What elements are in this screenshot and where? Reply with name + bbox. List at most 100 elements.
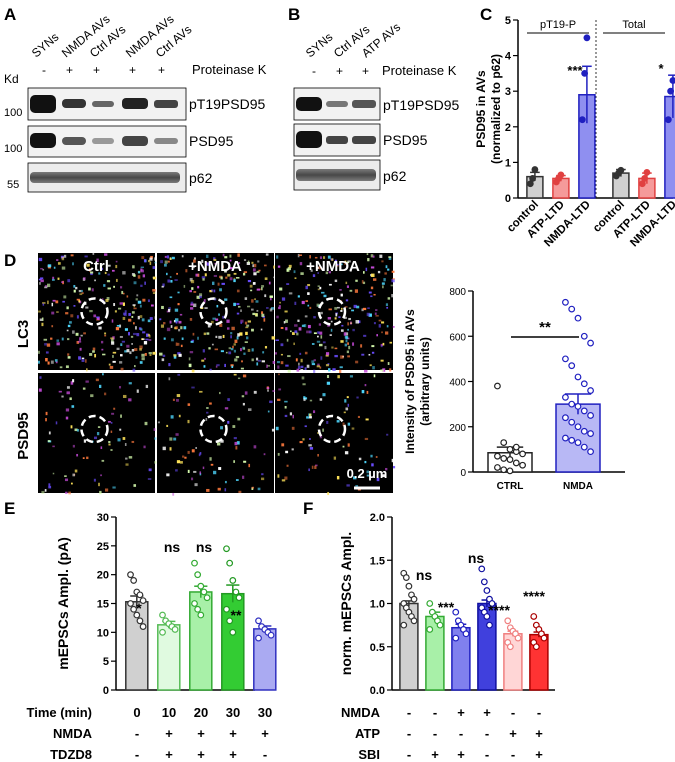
fluorescent-puncta [115, 260, 118, 263]
data-point [159, 628, 166, 636]
sig-marker: ns [196, 539, 213, 555]
proteinase-sign: + [93, 63, 100, 77]
fluorescent-puncta [313, 332, 317, 335]
proteinase-sign: + [158, 63, 165, 77]
fluorescent-puncta [131, 311, 135, 314]
fluorescent-puncta [385, 303, 389, 306]
fluorescent-puncta [343, 332, 347, 336]
group-label-total: Total [622, 19, 645, 31]
autophagosome-circle [199, 297, 228, 326]
fluorescent-puncta [59, 366, 63, 369]
fluorescent-puncta [68, 321, 72, 324]
fluorescent-puncta [81, 292, 84, 295]
fluorescent-puncta [191, 477, 194, 481]
fluorescent-puncta [313, 369, 316, 373]
fluorescent-puncta [133, 281, 137, 285]
y-tick-label: 1 [505, 157, 511, 169]
fluorescent-puncta [301, 324, 305, 327]
panel-b-letter: B [288, 5, 300, 24]
data-point [562, 393, 569, 401]
fluorescent-puncta [131, 315, 134, 318]
fluorescent-puncta [48, 485, 52, 489]
micrograph-grid [38, 253, 396, 496]
fluorescent-puncta [231, 365, 234, 368]
row-label: LC3 [15, 320, 32, 348]
fluorescent-puncta [166, 327, 171, 332]
fluorescent-puncta [233, 302, 236, 307]
fluorescent-puncta [253, 445, 257, 449]
condition-value: + [229, 747, 237, 762]
data-point [562, 298, 569, 306]
fluorescent-puncta [307, 324, 311, 329]
fluorescent-puncta [317, 266, 320, 269]
condition-value: 20 [194, 705, 208, 720]
fluorescent-puncta [364, 437, 369, 441]
fluorescent-puncta [48, 431, 51, 435]
data-point [410, 617, 418, 625]
data-point [436, 621, 444, 629]
fluorescent-puncta [74, 469, 78, 473]
fluorescent-puncta [370, 286, 374, 290]
fluorescent-puncta [244, 297, 248, 300]
fluorescent-puncta [97, 426, 101, 428]
fluorescent-puncta [304, 425, 307, 428]
condition-value: - [407, 726, 411, 741]
data-point [580, 443, 588, 451]
fluorescent-puncta [76, 315, 79, 319]
panel-a: A SYNs NMDA AVs Ctrl AVs NMDA AVs Ctrl A… [4, 5, 267, 193]
fluorescent-puncta [273, 276, 277, 279]
fluorescent-puncta [387, 297, 391, 300]
fluorescent-puncta [66, 391, 70, 395]
fluorescent-puncta [110, 421, 113, 424]
fluorescent-puncta [215, 365, 218, 368]
fluorescent-puncta [195, 447, 198, 449]
fluorescent-puncta [82, 387, 86, 390]
fluorescent-puncta [38, 257, 43, 262]
fluorescent-puncta [233, 349, 237, 353]
fluorescent-puncta [69, 397, 72, 401]
fluorescent-puncta [351, 427, 355, 430]
fluorescent-puncta [380, 343, 383, 346]
fluorescent-puncta [107, 273, 110, 276]
fluorescent-puncta [205, 254, 209, 259]
fluorescent-puncta [152, 351, 156, 355]
panel-f-letter: F [303, 499, 313, 518]
condition-value: - [485, 726, 489, 741]
fluorescent-puncta [294, 301, 297, 306]
fluorescent-puncta [138, 327, 142, 330]
fluorescent-puncta [224, 363, 226, 368]
condition-value: - [135, 747, 139, 762]
fluorescent-puncta [349, 375, 354, 378]
fluorescent-puncta [107, 287, 111, 290]
fluorescent-puncta [372, 278, 377, 281]
data-point [540, 634, 548, 642]
fluorescent-puncta [269, 297, 272, 301]
fluorescent-puncta [169, 320, 172, 324]
col-label: +NMDA [188, 258, 242, 275]
fluorescent-puncta [243, 259, 247, 261]
fluorescent-puncta [373, 293, 376, 296]
fluorescent-puncta [301, 300, 305, 305]
fluorescent-puncta [178, 328, 181, 332]
fluorescent-puncta [118, 386, 122, 389]
fluorescent-puncta [229, 259, 232, 262]
data-point [483, 613, 491, 620]
sig-marker: ns [468, 550, 485, 566]
fluorescent-puncta [360, 344, 363, 348]
fluorescent-puncta [147, 478, 152, 480]
fluorescent-puncta [365, 418, 369, 421]
fluorescent-puncta [237, 305, 241, 308]
blot-label: p62 [383, 168, 407, 184]
data-point [512, 459, 520, 467]
fluorescent-puncta [76, 298, 80, 301]
fluorescent-puncta [38, 278, 42, 281]
fluorescent-puncta [254, 298, 257, 300]
fluorescent-puncta [347, 422, 351, 426]
fluorescent-puncta [81, 357, 85, 360]
fluorescent-puncta [175, 433, 179, 436]
fluorescent-puncta [47, 283, 51, 288]
fluorescent-puncta [285, 364, 289, 367]
data-point [643, 168, 651, 176]
fluorescent-puncta [328, 271, 331, 274]
data-point [531, 166, 539, 173]
